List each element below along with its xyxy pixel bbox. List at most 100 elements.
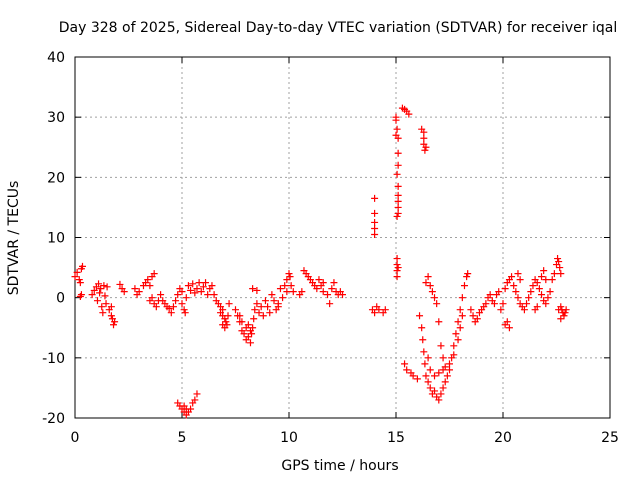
data-point	[90, 286, 98, 294]
data-point	[419, 336, 427, 344]
data-point	[328, 285, 336, 293]
data-point	[182, 405, 190, 413]
data-point	[261, 297, 269, 305]
data-point	[393, 255, 401, 263]
data-point	[371, 209, 379, 217]
data-point	[550, 270, 558, 278]
data-point	[452, 330, 460, 338]
data-point	[516, 276, 524, 284]
data-point	[319, 279, 327, 287]
data-markers	[71, 104, 570, 419]
data-point	[463, 273, 471, 281]
data-point	[287, 282, 295, 290]
data-point	[135, 288, 143, 296]
data-point	[393, 170, 401, 178]
data-point	[420, 348, 428, 356]
data-point	[501, 285, 509, 293]
data-point	[191, 396, 199, 404]
data-point	[208, 282, 216, 290]
data-point	[467, 306, 475, 314]
data-point	[281, 282, 289, 290]
data-point	[157, 291, 165, 299]
data-point	[422, 279, 430, 287]
data-point	[324, 291, 332, 299]
data-point	[535, 285, 543, 293]
data-point	[250, 315, 258, 323]
data-point	[394, 149, 402, 157]
data-point	[505, 324, 513, 332]
data-point	[172, 297, 180, 305]
data-point	[111, 318, 119, 326]
data-point	[538, 291, 546, 299]
data-point	[246, 339, 254, 347]
x-tick-label: 20	[494, 430, 512, 446]
data-point	[562, 306, 570, 314]
data-point	[393, 261, 401, 269]
data-point	[88, 291, 96, 299]
data-point	[184, 282, 192, 290]
data-point	[319, 288, 327, 296]
data-point	[97, 285, 105, 293]
data-point	[193, 390, 201, 398]
data-point	[435, 396, 443, 404]
y-tick-label: 10	[47, 231, 65, 247]
data-point	[454, 318, 462, 326]
data-point	[510, 282, 518, 290]
x-tick-label: 15	[387, 430, 405, 446]
data-point	[544, 294, 552, 302]
data-point	[542, 276, 550, 284]
y-tick-label: 30	[47, 110, 65, 126]
data-point	[248, 330, 256, 338]
data-point	[495, 288, 503, 296]
data-point	[102, 300, 110, 308]
data-point	[435, 318, 443, 326]
data-point	[527, 288, 535, 296]
data-point	[497, 306, 505, 314]
data-point	[394, 182, 402, 190]
data-point	[394, 134, 402, 142]
data-point	[458, 294, 466, 302]
data-point	[416, 312, 424, 320]
data-point	[394, 197, 402, 205]
data-point	[525, 294, 533, 302]
x-tick-label: 5	[178, 430, 187, 446]
data-point	[100, 282, 108, 290]
data-point	[107, 312, 115, 320]
y-tick-label: 40	[47, 50, 65, 66]
data-point	[101, 292, 109, 300]
data-point	[286, 273, 294, 281]
data-point	[150, 270, 158, 278]
data-point	[560, 312, 568, 320]
x-tick-label: 10	[280, 430, 298, 446]
data-point	[424, 273, 432, 281]
y-tick-label: -20	[42, 411, 65, 427]
data-point	[110, 321, 118, 329]
data-point	[146, 282, 154, 290]
data-point	[219, 312, 227, 320]
data-point	[266, 309, 274, 317]
data-point	[95, 280, 103, 288]
data-point	[529, 282, 537, 290]
data-point	[78, 262, 86, 270]
data-point	[514, 270, 522, 278]
data-point	[439, 354, 447, 362]
data-point	[181, 309, 189, 317]
data-point	[556, 264, 564, 272]
data-point	[554, 255, 562, 263]
data-point	[441, 363, 449, 371]
data-point	[450, 342, 458, 350]
data-point	[542, 300, 550, 308]
data-point	[191, 289, 199, 297]
data-point	[456, 324, 464, 332]
data-point	[199, 283, 207, 291]
data-point	[204, 291, 212, 299]
data-point	[236, 312, 244, 320]
data-point	[503, 318, 511, 326]
axis-ticks: 0 5 10 15 20 25 -20 -10 0 10 20 30 40	[42, 50, 619, 446]
data-point	[276, 285, 284, 293]
data-point	[538, 273, 546, 281]
data-point	[283, 288, 291, 296]
x-axis-label: GPS time / hours	[281, 458, 398, 474]
data-point	[393, 212, 401, 220]
